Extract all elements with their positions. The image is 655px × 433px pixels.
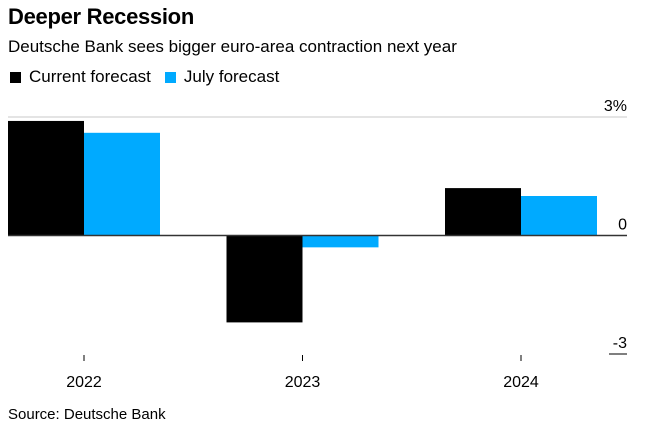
y-tick-label: 0 <box>618 217 627 234</box>
chart-subtitle: Deutsche Bank sees bigger euro-area cont… <box>8 37 457 56</box>
bar-current-forecast-2022 <box>8 120 84 236</box>
x-tick-label: 2022 <box>66 374 102 391</box>
y-tick-label: -3 <box>613 335 627 352</box>
source-note: Source: Deutsche Bank <box>8 406 166 423</box>
legend: Current forecast July forecast <box>10 67 293 87</box>
legend-item-july-forecast: July forecast <box>164 67 280 87</box>
legend-swatch-july <box>164 71 176 83</box>
x-tick-label: 2024 <box>503 374 539 391</box>
bar-current-forecast-2024 <box>445 188 521 236</box>
bar-july-forecast-2022 <box>84 132 160 236</box>
legend-item-current-forecast: Current forecast <box>10 67 151 87</box>
bar-july-forecast-2024 <box>521 196 597 236</box>
x-tick-label: 2023 <box>285 374 321 391</box>
chart-title: Deeper Recession <box>8 4 194 29</box>
y-tick-label: 3% <box>604 98 627 115</box>
legend-label-july: July forecast <box>183 67 280 86</box>
bar-july-forecast-2023 <box>302 235 379 248</box>
legend-swatch-current <box>10 71 21 83</box>
legend-label-current: Current forecast <box>29 67 151 86</box>
bar-current-forecast-2023 <box>226 235 303 323</box>
